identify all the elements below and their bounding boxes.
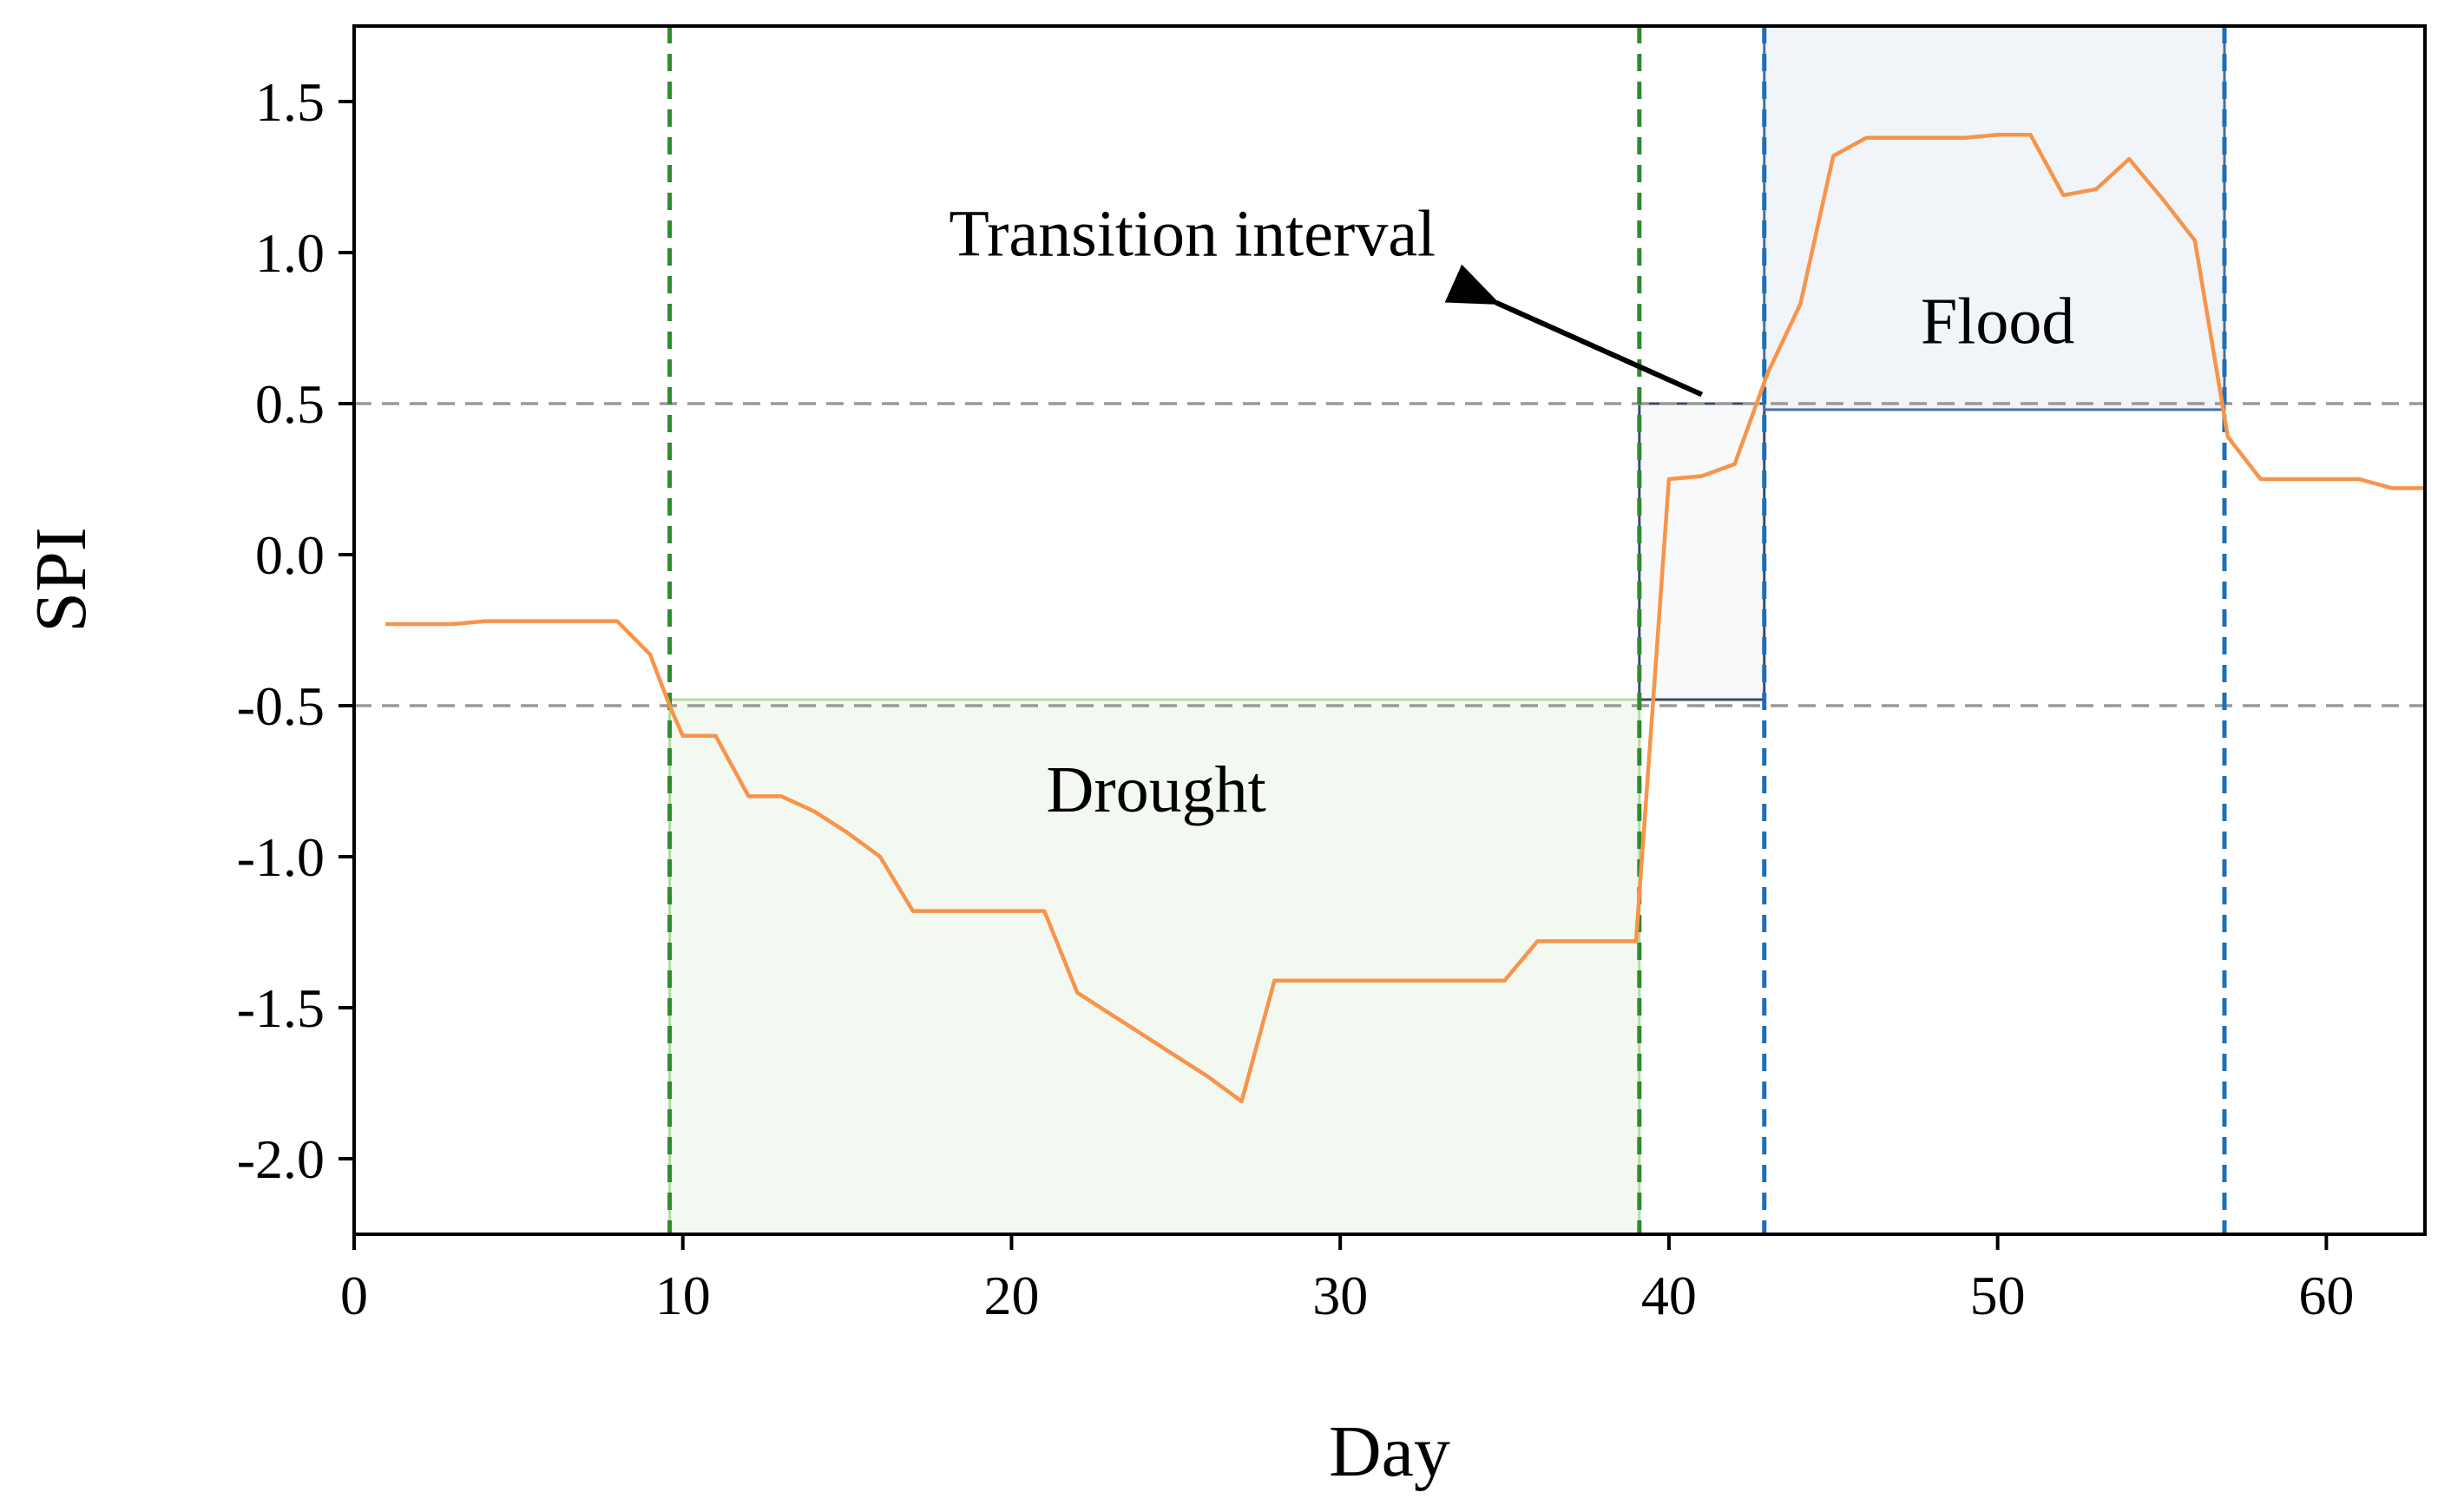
x-tick-label: 30	[1312, 1265, 1368, 1326]
x-axis-label: Day	[1329, 1411, 1450, 1492]
transition-region	[1638, 402, 1766, 701]
y-tick-label: 0.0	[255, 524, 325, 586]
drought-region	[668, 698, 1641, 1236]
y-tick-label: -1.0	[237, 826, 325, 888]
y-tick-label: 1.0	[255, 222, 325, 284]
x-tick-label: 0	[340, 1265, 368, 1326]
y-tick-label: -0.5	[237, 675, 325, 737]
drought-label: Drought	[1046, 753, 1265, 826]
y-tick-label: -1.5	[237, 977, 325, 1039]
x-tick-label: 50	[1970, 1265, 2026, 1326]
y-tick-label: 1.5	[255, 71, 325, 133]
transition-arrow	[1444, 264, 1704, 398]
plot-frame	[352, 24, 2427, 1236]
flood-label: Flood	[1921, 285, 2074, 358]
x-tick-label: 10	[655, 1265, 711, 1326]
y-axis-label: SPI	[21, 527, 102, 632]
y-tick-label: -2.0	[237, 1128, 325, 1190]
x-tick-label: 40	[1641, 1265, 1697, 1326]
transition-label: Transition interval	[949, 197, 1436, 270]
x-tick-label: 20	[983, 1265, 1039, 1326]
y-tick-label: 0.5	[255, 373, 325, 435]
x-tick-label: 60	[2298, 1265, 2354, 1326]
spi-series-line	[384, 133, 2428, 1104]
